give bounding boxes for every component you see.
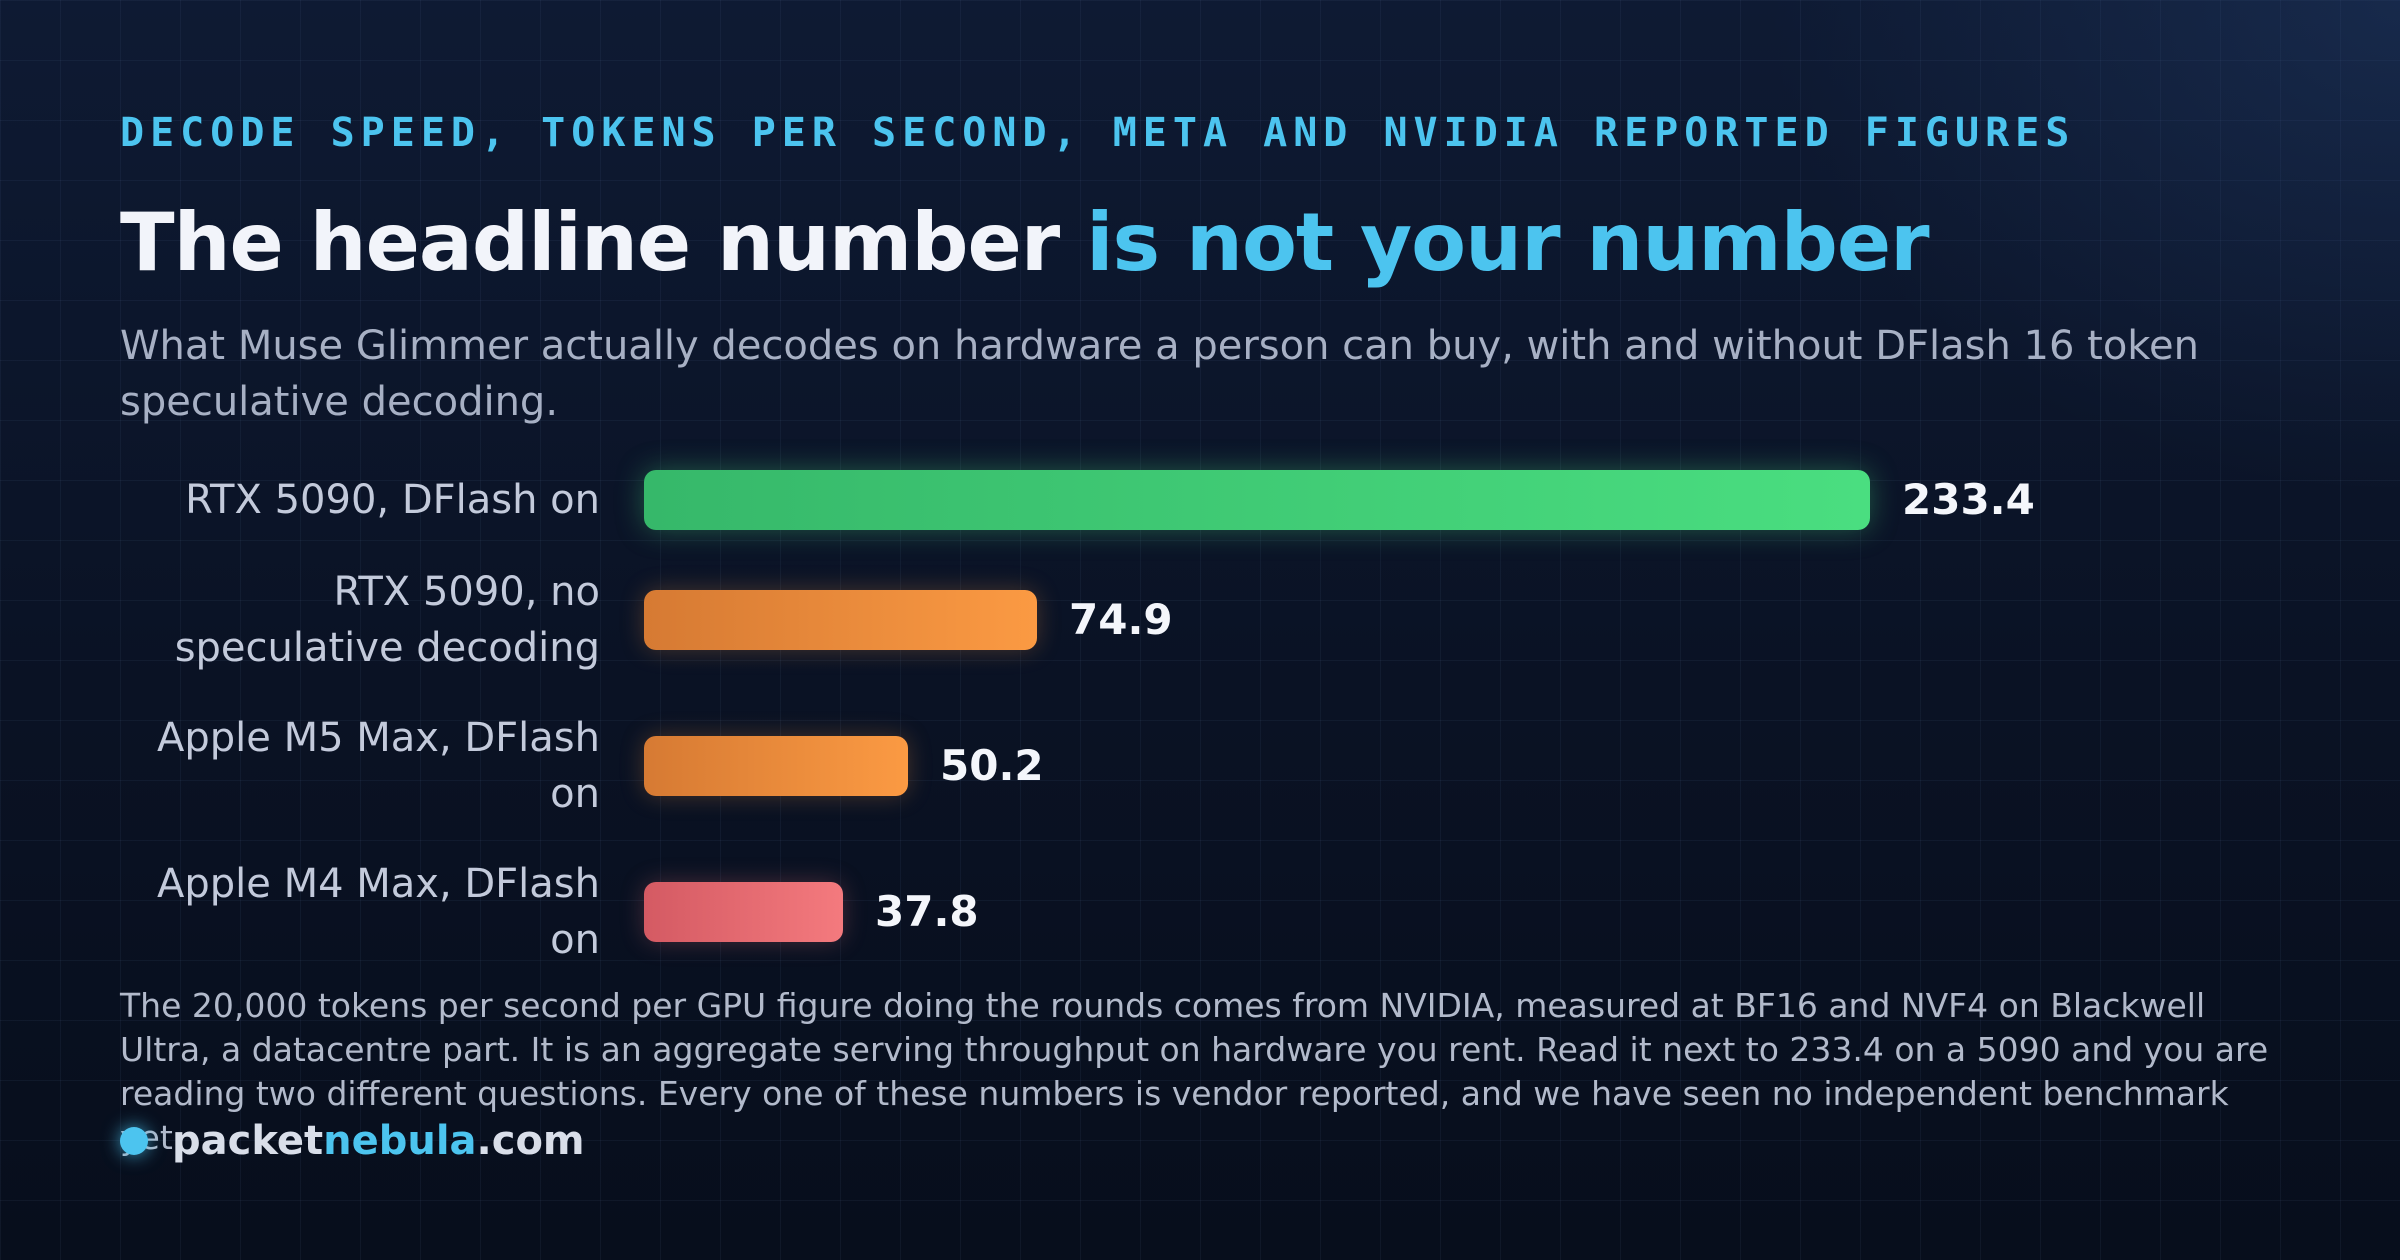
bar — [644, 590, 1037, 650]
brand-part-2: nebula — [323, 1118, 477, 1164]
value-label: 50.2 — [940, 741, 1044, 790]
value-label: 74.9 — [1069, 595, 1173, 644]
bar — [644, 736, 908, 796]
brand-part-1: packet — [172, 1118, 324, 1164]
brand-part-3: .com — [476, 1118, 585, 1164]
value-label: 233.4 — [1902, 475, 2035, 524]
brand-name: packetnebula.com — [172, 1118, 585, 1164]
chart-title: The headline number is not your number — [120, 196, 1930, 289]
brand-dot-icon — [120, 1127, 148, 1155]
category-label: RTX 5090, no speculative decoding — [174, 569, 600, 671]
title-main: The headline number — [120, 196, 1060, 289]
chart-eyebrow: DECODE SPEED, TOKENS PER SECOND, META AN… — [120, 110, 2076, 156]
footnote: The 20,000 tokens per second per GPU fig… — [120, 986, 2269, 1157]
value-label: 37.8 — [875, 887, 979, 936]
category-label: RTX 5090, DFlash on — [185, 477, 600, 523]
bar — [644, 470, 1870, 530]
title-accent: is not your number — [1086, 196, 1930, 289]
brand: packetnebula.com — [120, 1118, 585, 1164]
category-label: Apple M4 Max, DFlash on — [156, 861, 600, 963]
chart-subtitle: What Muse Glimmer actually decodes on ha… — [120, 323, 2200, 425]
bar-chart: RTX 5090, DFlash on 233.4 RTX 5090, no spe… — [0, 460, 2400, 970]
bar — [644, 882, 843, 942]
category-label: Apple M5 Max, DFlash on — [156, 715, 600, 817]
